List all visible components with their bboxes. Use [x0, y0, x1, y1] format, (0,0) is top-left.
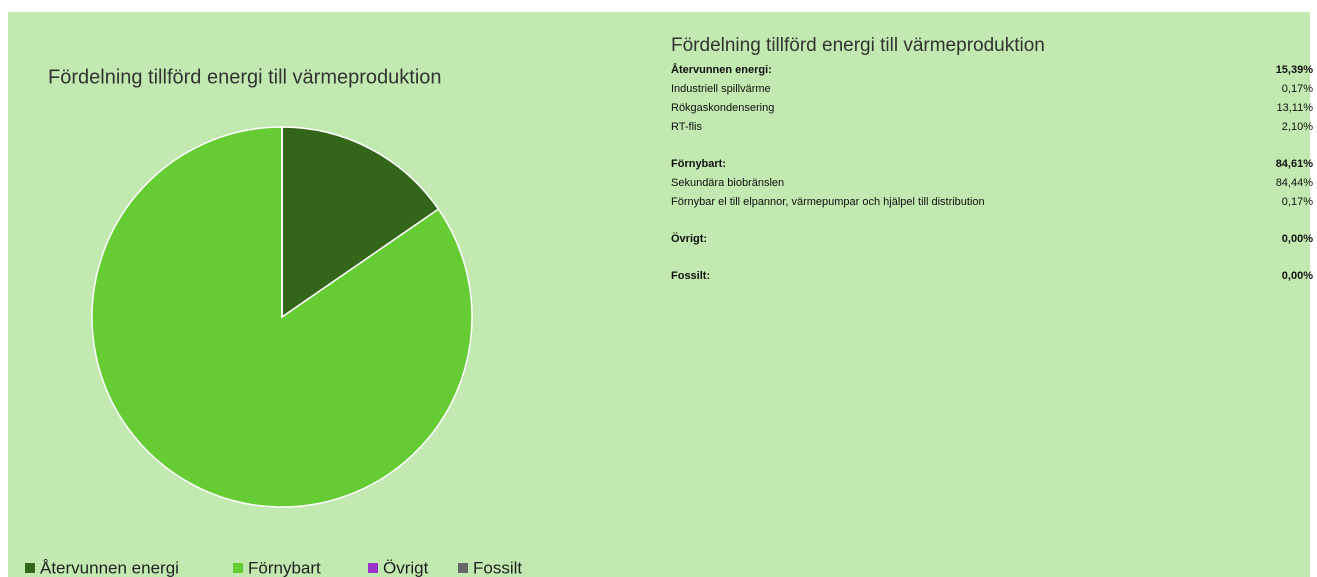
- row-value: 13,11%: [1277, 102, 1314, 114]
- row-value: 0,17%: [1282, 83, 1313, 95]
- group-label: Återvunnen energi:: [671, 63, 772, 76]
- legend-swatch: [458, 563, 468, 573]
- row-label: Rökgaskondensering: [671, 102, 774, 114]
- legend-swatch: [368, 563, 378, 573]
- legend-label: Förnybart: [248, 558, 321, 577]
- row-value: 84,44%: [1276, 177, 1314, 189]
- row-value: 0,17%: [1282, 196, 1313, 208]
- group-value: 0,00%: [1282, 270, 1313, 282]
- group-value: 0,00%: [1282, 233, 1313, 245]
- row-value: 2,10%: [1282, 121, 1313, 133]
- chart-title: Fördelning tillförd energi till värmepro…: [48, 66, 442, 88]
- legend-swatch: [25, 563, 35, 573]
- legend-label: Återvunnen energi: [40, 558, 179, 577]
- group-label: Förnybart:: [671, 158, 726, 170]
- legend-swatch: [233, 563, 243, 573]
- group-value: 15,39%: [1276, 64, 1314, 76]
- group-label: Fossilt:: [671, 270, 710, 282]
- table-title: Fördelning tillförd energi till värmepro…: [671, 35, 1045, 56]
- group-value: 84,61%: [1276, 158, 1314, 170]
- pie-slice: [281, 126, 440, 319]
- group-label: Övrigt:: [671, 232, 707, 245]
- row-label: RT-flis: [671, 121, 702, 133]
- row-label: Sekundära biobränslen: [671, 177, 784, 189]
- legend-label: Fossilt: [473, 558, 522, 577]
- legend-label: Övrigt: [383, 558, 429, 577]
- row-label: Industriell spillvärme: [671, 83, 771, 95]
- row-label: Förnybar el till elpannor, värmepumpar o…: [671, 196, 985, 208]
